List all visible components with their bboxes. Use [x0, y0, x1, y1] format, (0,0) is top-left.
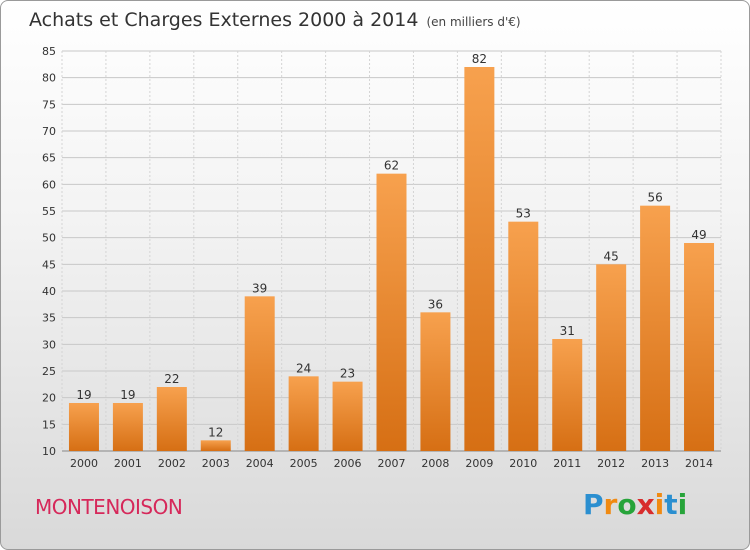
bar-2010 — [508, 221, 539, 451]
data-label: 62 — [384, 159, 399, 173]
x-tick-label: 2013 — [641, 457, 669, 470]
data-label: 49 — [691, 228, 706, 242]
bar-2006 — [332, 381, 363, 451]
x-tick-label: 2008 — [421, 457, 449, 470]
logo-letter: P — [583, 488, 604, 521]
bar-2011 — [552, 339, 583, 451]
data-label: 45 — [604, 249, 619, 263]
x-tick-label: 2014 — [685, 457, 713, 470]
x-tick-label: 2004 — [246, 457, 274, 470]
bar-2008 — [420, 312, 451, 451]
x-tick-label: 2003 — [202, 457, 230, 470]
y-tick-label: 80 — [42, 72, 56, 85]
x-tick-label: 2012 — [597, 457, 625, 470]
x-tick-label: 2005 — [290, 457, 318, 470]
chart-title-text: Achats et Charges Externes 2000 à 2014 — [29, 9, 419, 31]
logo-letter: i — [677, 488, 688, 521]
chart-title: Achats et Charges Externes 2000 à 2014 (e… — [29, 9, 521, 31]
y-tick-label: 25 — [42, 365, 56, 378]
y-tick-label: 15 — [42, 418, 56, 431]
data-label: 12 — [208, 425, 223, 439]
data-label: 82 — [472, 52, 487, 66]
x-tick-label: 2006 — [334, 457, 362, 470]
y-tick-label: 55 — [42, 205, 56, 218]
x-tick-label: 2010 — [509, 457, 537, 470]
y-tick-label: 70 — [42, 125, 56, 138]
y-tick-label: 50 — [42, 232, 56, 245]
data-label: 36 — [428, 297, 443, 311]
data-label: 31 — [560, 324, 575, 338]
data-label: 24 — [296, 361, 311, 375]
bar-2014 — [684, 243, 715, 451]
bar-2013 — [640, 205, 671, 451]
y-tick-label: 75 — [42, 98, 56, 111]
logo-letter: t — [664, 488, 678, 521]
logo-letter: x — [636, 488, 655, 521]
x-tick-label: 2011 — [553, 457, 581, 470]
y-tick-label: 45 — [42, 258, 56, 271]
bar-2009 — [464, 67, 495, 451]
y-tick-label: 60 — [42, 178, 56, 191]
bars: 19 19 22 12 39 24 23 62 36 82 53 31 45 56 49 — [68, 52, 715, 451]
y-tick-label: 20 — [42, 392, 56, 405]
data-label: 22 — [164, 372, 179, 386]
bar-2012 — [596, 264, 627, 451]
y-tick-label: 40 — [42, 285, 56, 298]
proxiti-logo: Proxiti — [583, 488, 687, 521]
chart-subtitle: (en milliers d'€) — [426, 15, 521, 29]
y-tick-label: 35 — [42, 312, 56, 325]
data-label: 53 — [516, 207, 531, 221]
bar-2003 — [200, 440, 231, 451]
data-label: 56 — [647, 191, 662, 205]
data-label: 23 — [340, 367, 355, 381]
x-axis: 2000 2001 2002 2003 2004 2005 2006 2007 2008 2009… — [70, 457, 713, 470]
y-tick-label: 65 — [42, 152, 56, 165]
bar-2007 — [376, 173, 407, 451]
y-tick-label: 10 — [42, 445, 56, 458]
data-label: 39 — [252, 281, 267, 295]
y-tick-label: 85 — [42, 45, 56, 58]
commune-name: MONTENOISON — [35, 495, 183, 519]
data-label: 19 — [76, 388, 91, 402]
y-axis: 10 15 20 25 30 35 40 45 50 55 60 65 70 75 80 85 — [42, 45, 56, 458]
y-tick-label: 30 — [42, 338, 56, 351]
bar-2005 — [288, 376, 319, 451]
x-tick-label: 2007 — [378, 457, 406, 470]
data-label: 19 — [120, 388, 135, 402]
x-tick-label: 2001 — [114, 457, 142, 470]
logo-letter: i — [654, 488, 665, 521]
bar-2004 — [244, 296, 275, 451]
x-tick-label: 2000 — [70, 457, 98, 470]
bar-2000 — [68, 403, 99, 451]
logo-letter: o — [617, 488, 637, 521]
x-tick-label: 2002 — [158, 457, 186, 470]
bar-2001 — [112, 403, 143, 451]
logo-letter: r — [603, 488, 618, 521]
bar-2002 — [156, 387, 187, 451]
x-tick-label: 2009 — [465, 457, 493, 470]
